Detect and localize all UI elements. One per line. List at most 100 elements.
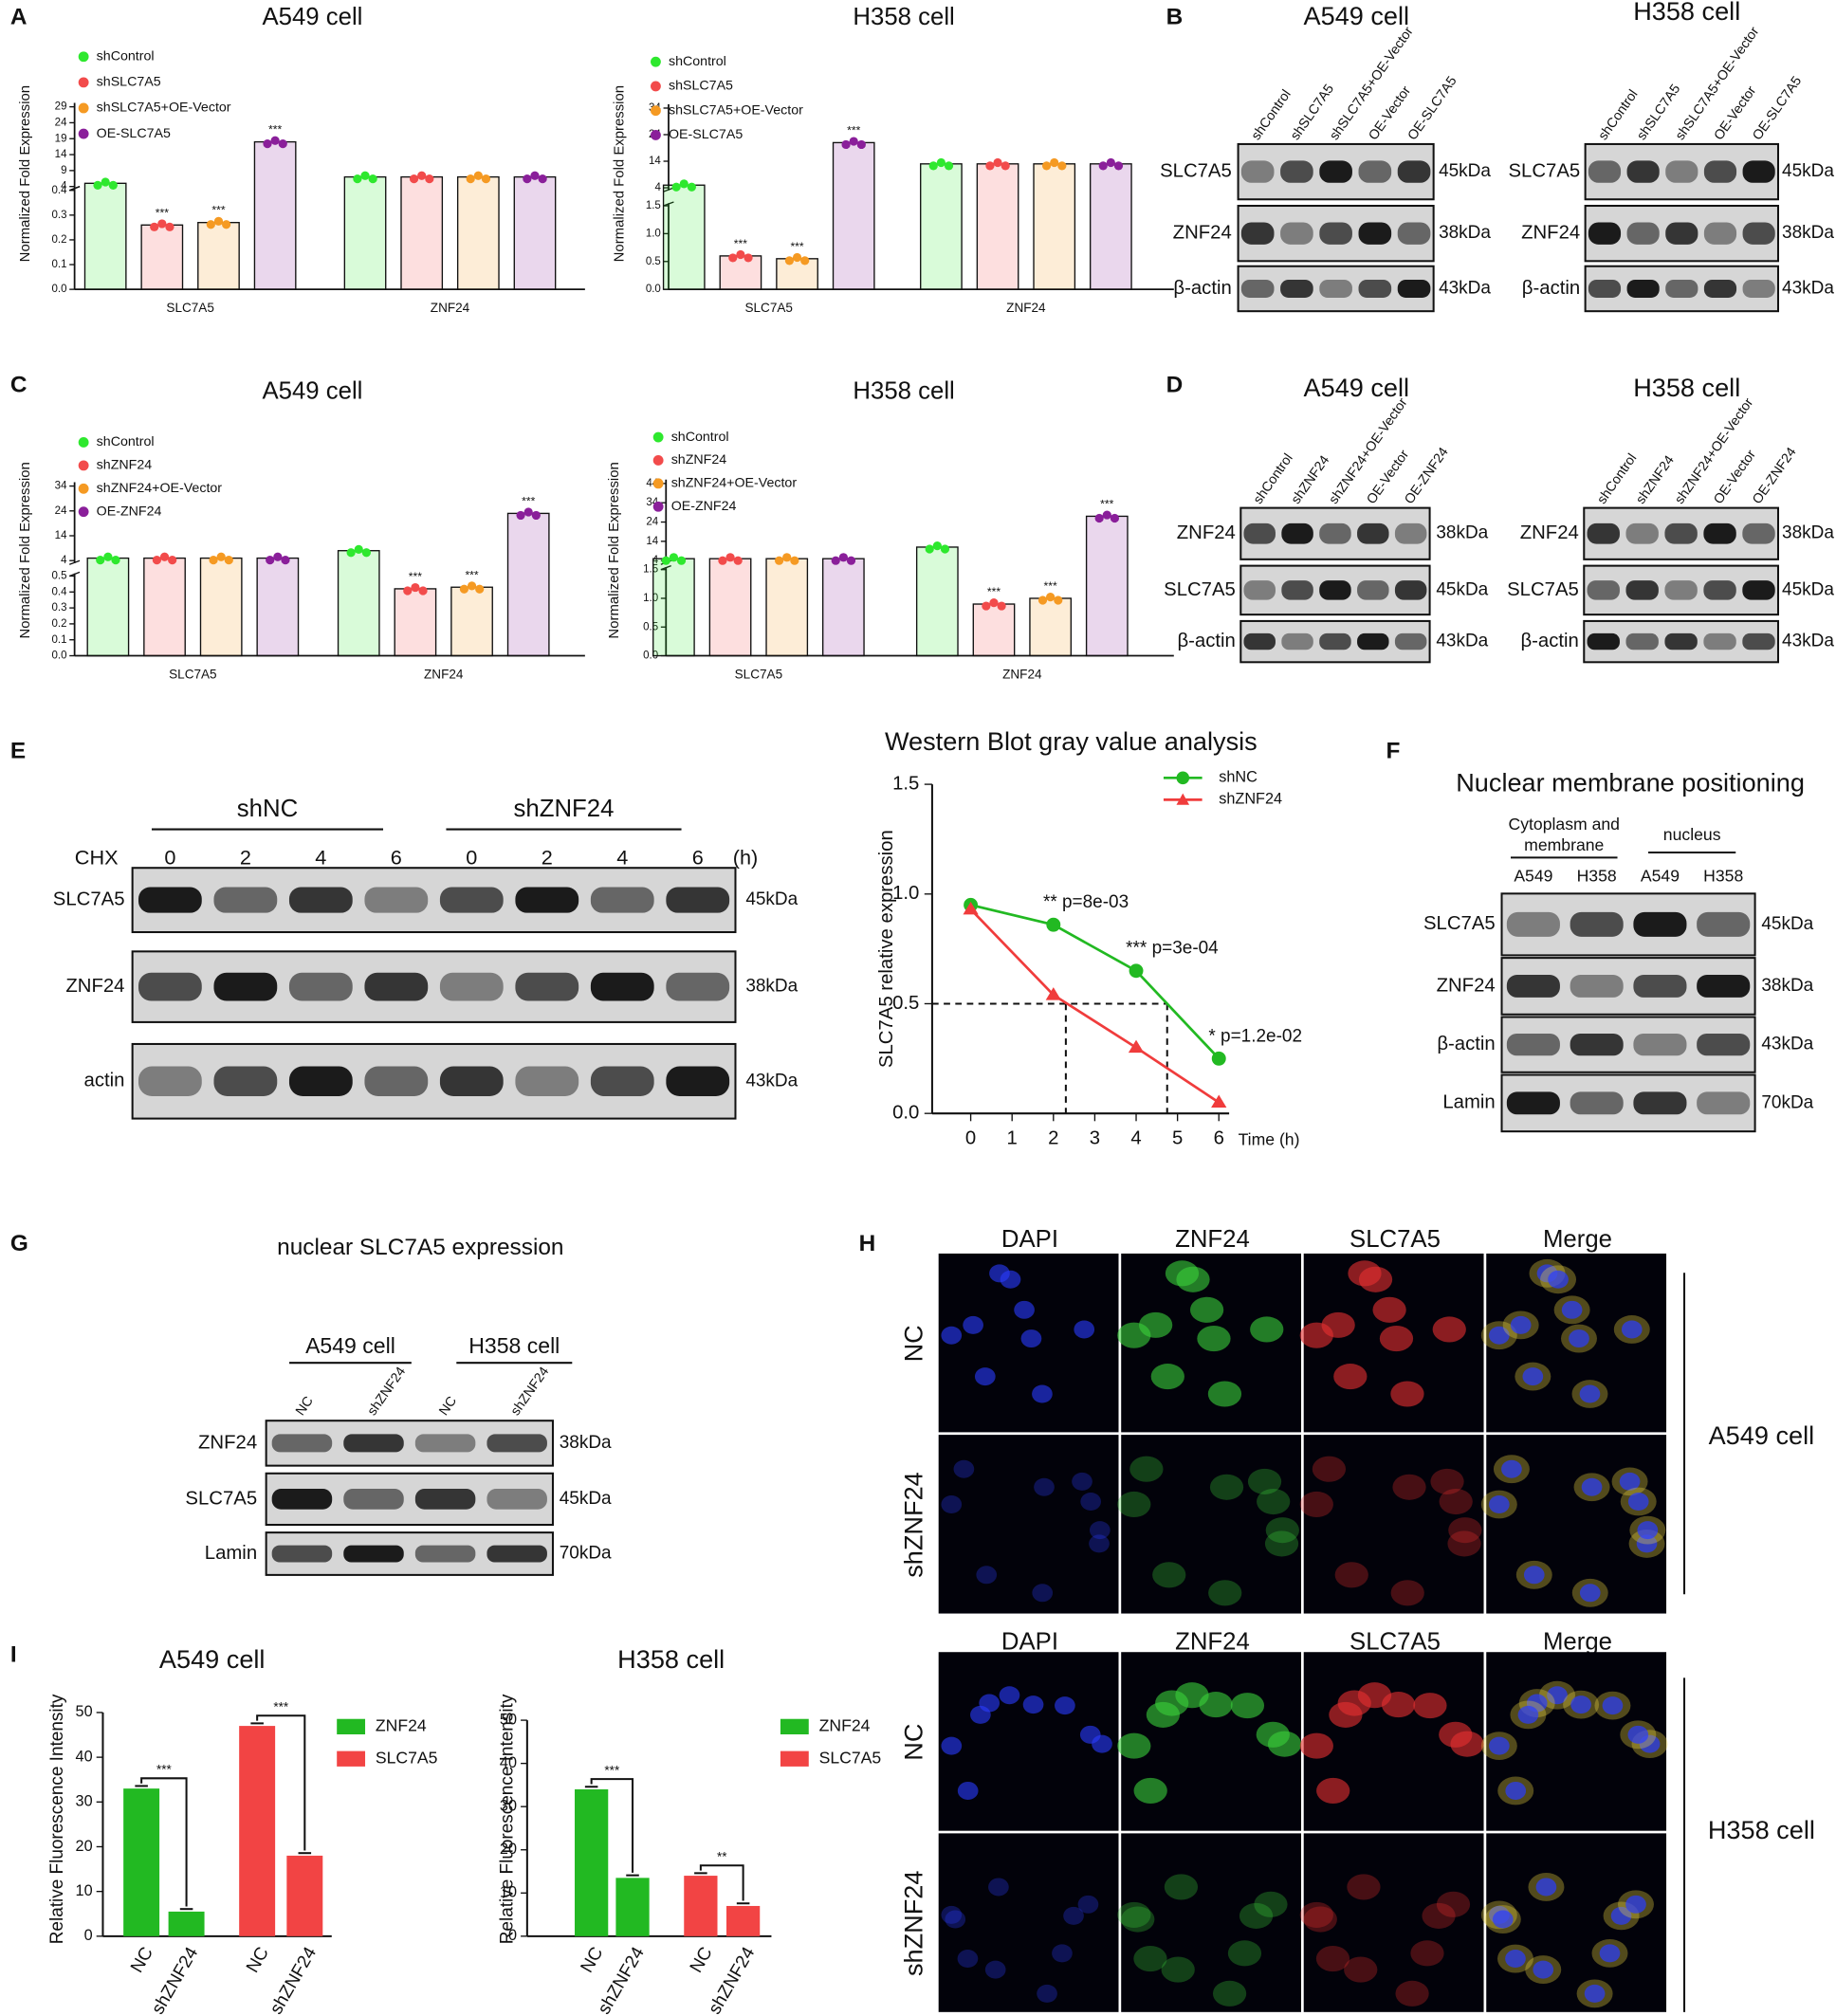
blot-band [1319, 279, 1352, 298]
nucleus [1501, 1459, 1522, 1478]
replicate-dot [661, 556, 670, 565]
bar [123, 1788, 160, 1936]
panel-letter: H [859, 1231, 876, 1256]
replicate-dot [411, 582, 420, 593]
y-axis-label: Normalized Fold Expression [18, 85, 33, 262]
blot-band [1280, 160, 1313, 183]
replicate-dot [103, 552, 113, 561]
y-tick-label: 30 [76, 1793, 93, 1810]
blot-band [1358, 279, 1392, 298]
replicate-dot [425, 174, 434, 184]
blot-band [1697, 1033, 1751, 1056]
bar [719, 255, 762, 290]
cell [1034, 1477, 1055, 1496]
blot-band [1394, 522, 1427, 544]
blot-band [343, 1545, 404, 1563]
lane-label: 2 [240, 845, 251, 869]
blot-band [1319, 632, 1351, 651]
cell [1379, 1326, 1414, 1352]
blot-row-label: ZNF24 [198, 1432, 257, 1453]
blot-row-label: β-actin [1173, 278, 1231, 299]
row-label: shZNF24 [898, 1472, 927, 1577]
channel-label: DAPI [1001, 1226, 1058, 1253]
blot-band [1280, 222, 1313, 245]
x-tick-label: 0 [965, 1128, 976, 1149]
x-tick-label: ZNF24 [431, 301, 470, 315]
panel-letter: B [1166, 5, 1184, 30]
significance-label: *** [465, 568, 478, 581]
y-axis-label: Normalized Fold Expression [18, 462, 33, 638]
blot-row-label: β-actin [1522, 278, 1580, 299]
blot-band [1281, 580, 1313, 600]
channel-label: Merge [1543, 1226, 1612, 1253]
y-tick-label: 4 [654, 182, 661, 193]
replicate-dot [940, 544, 950, 554]
bar [400, 175, 444, 290]
blot-kda-label: 43kDa [745, 1071, 798, 1090]
blot-title: H358 cell [1633, 0, 1740, 26]
significance-bracket [590, 1778, 634, 1873]
blot-band [515, 972, 579, 1001]
data-point [1129, 963, 1144, 979]
legend-marker [78, 460, 89, 471]
lane-label: 4 [616, 845, 628, 869]
replicate-dot [93, 180, 102, 190]
blot-band [1506, 911, 1560, 937]
blot-title: A549 cell [1304, 373, 1410, 402]
legend-label: SLC7A5 [819, 1748, 882, 1767]
blot-band [590, 1066, 654, 1097]
blot-band [1281, 522, 1313, 544]
blot-band [1358, 160, 1392, 183]
nucleus [1602, 1696, 1624, 1715]
cell [1344, 1956, 1378, 1983]
blot-band [487, 1434, 547, 1453]
blot-band [138, 972, 202, 1001]
blot-band [1357, 632, 1389, 651]
y-tick-label: 1.0 [892, 883, 919, 904]
blot-kda-label: 45kDa [560, 1489, 612, 1509]
cell [1358, 1266, 1393, 1292]
x-tick-label: 2 [1048, 1128, 1058, 1149]
x-tick-label: SLC7A5 [166, 301, 213, 315]
significance-label: *** [273, 1700, 289, 1714]
cell [1197, 1326, 1231, 1352]
blot-kda-label: 38kDa [1782, 523, 1834, 543]
bar [1033, 163, 1076, 290]
cell [963, 1315, 983, 1334]
replicate-dot [928, 161, 938, 171]
x-tick-label: ZNF24 [1006, 301, 1046, 315]
blot-kda-label: 38kDa [1439, 223, 1491, 243]
blot-band [666, 887, 730, 913]
cell [1133, 1777, 1167, 1805]
blot-band [1703, 522, 1736, 544]
bar [239, 1726, 276, 1936]
blot-band [288, 887, 353, 913]
bar [343, 175, 387, 290]
y-tick-label: 24 [55, 117, 67, 128]
cell [1247, 1468, 1282, 1494]
replicate-dot [792, 252, 802, 263]
data-line [969, 908, 1220, 1104]
data-point [963, 901, 979, 915]
replicate-dot [475, 584, 485, 594]
cell [1316, 1777, 1350, 1805]
micrograph [1303, 1435, 1484, 1614]
blot-band [1625, 522, 1659, 544]
lane-label: 4 [315, 845, 326, 869]
chart-title: H358 cell [853, 377, 954, 404]
channel-label: ZNF24 [1175, 1226, 1250, 1253]
replicate-dot [1046, 593, 1056, 602]
nucleus [1636, 1534, 1658, 1553]
p-value-annotation: * p=1.2e-02 [1208, 1026, 1302, 1046]
replicate-dot [932, 541, 942, 551]
cell [1439, 1721, 1473, 1748]
cell [1117, 1901, 1151, 1928]
nucleus [1579, 1584, 1601, 1603]
bar [1089, 163, 1132, 290]
cell [1447, 1530, 1481, 1557]
group-label: nucleus [1663, 825, 1721, 844]
cell [970, 1705, 991, 1724]
y-tick-label: 0.1 [51, 634, 66, 646]
y-axis-label: Relative Fluorescence Intensity [498, 1694, 518, 1944]
x-tick-label: ZNF24 [424, 667, 464, 681]
